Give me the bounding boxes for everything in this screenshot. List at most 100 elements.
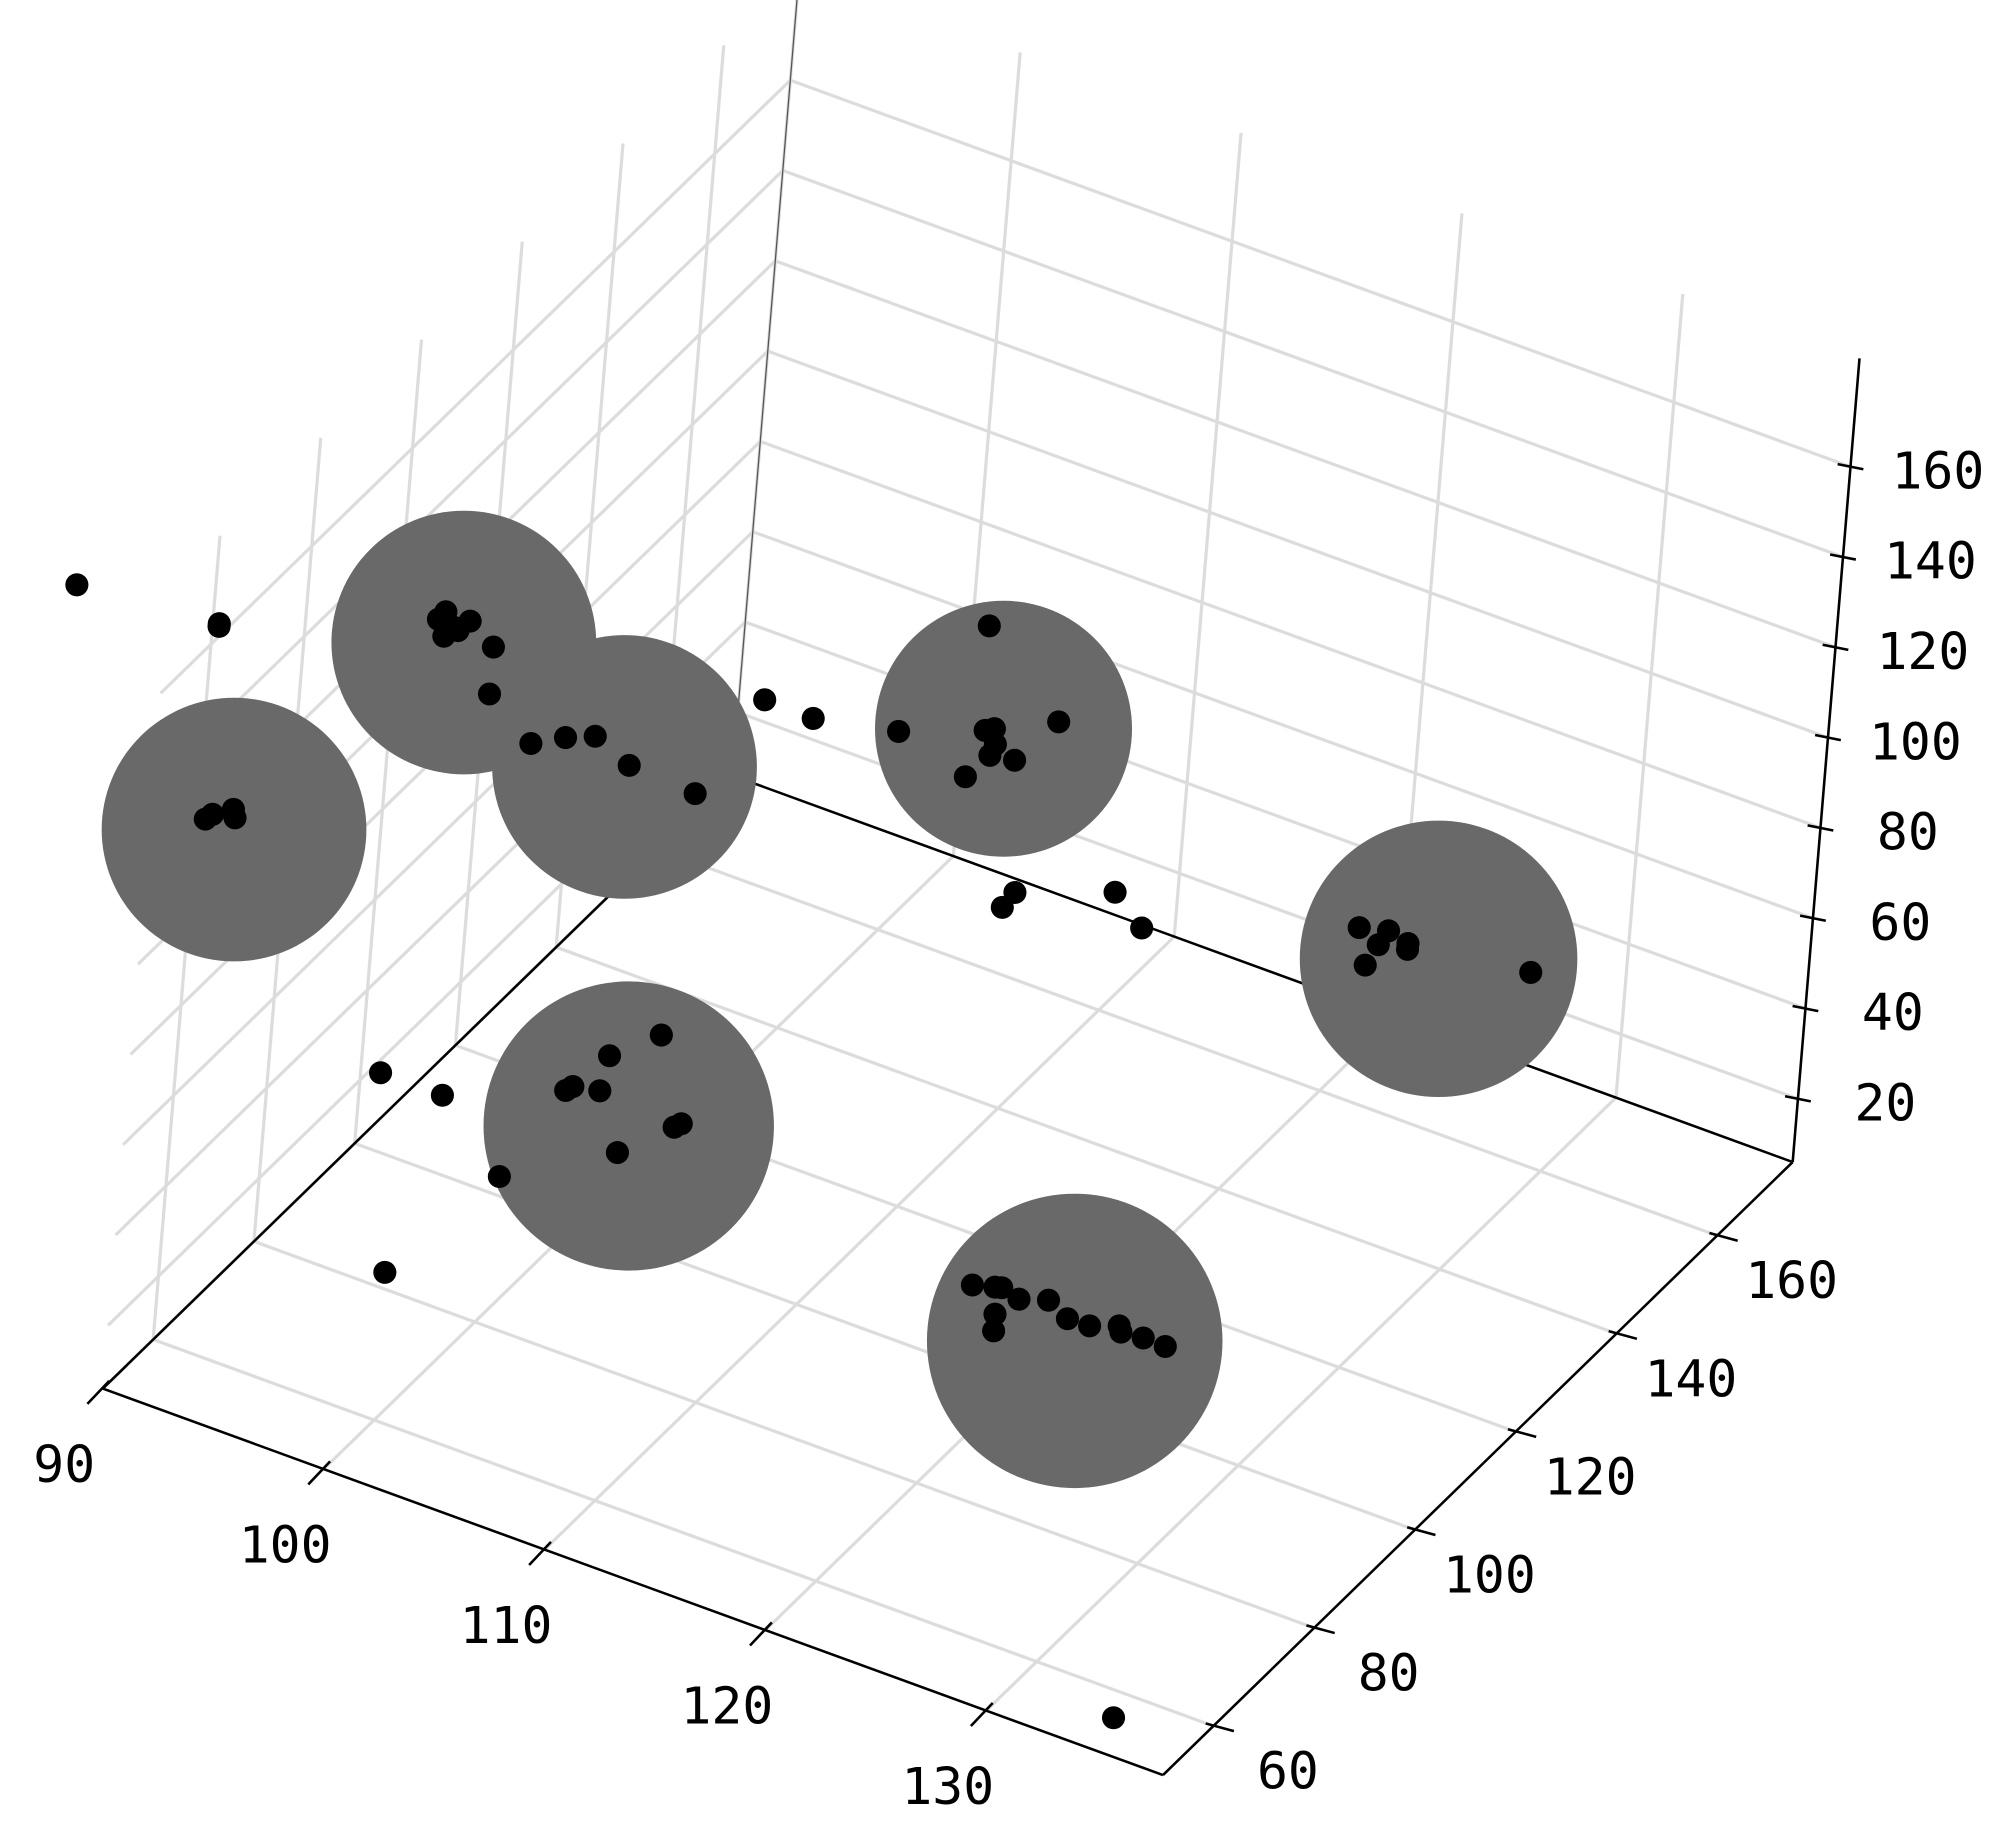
z-tick: [1814, 733, 1842, 742]
y-tick: [1205, 1722, 1235, 1733]
point: [1036, 1288, 1061, 1312]
point: [683, 782, 707, 806]
x-tick: [749, 1621, 773, 1647]
z-tick-label: 80: [1877, 803, 1939, 863]
point: [887, 719, 911, 743]
point: [1366, 933, 1390, 957]
grid-line: [1614, 293, 1685, 1098]
grid-line: [152, 1338, 1214, 1728]
point: [1103, 880, 1127, 904]
point: [1395, 937, 1420, 961]
pane-edge: [732, 774, 1794, 1164]
sphere: [1299, 820, 1578, 1098]
x-tick-label: 90: [33, 1435, 95, 1495]
point: [1153, 1334, 1177, 1358]
x-tick-label: 110: [460, 1596, 553, 1656]
point: [519, 732, 543, 756]
point: [1055, 1307, 1080, 1331]
y-tick: [1306, 1624, 1336, 1635]
y-tick-label: 140: [1644, 1349, 1737, 1409]
z-tick: [1799, 914, 1827, 923]
z-tick: [1784, 1095, 1812, 1103]
x-tick-label: 130: [901, 1757, 994, 1817]
point: [1353, 953, 1377, 977]
point: [649, 1023, 673, 1047]
point: [983, 1302, 1007, 1326]
point: [990, 1276, 1014, 1300]
grid-line: [782, 169, 1844, 559]
y-tick: [1608, 1329, 1638, 1341]
y-axis: [1162, 1161, 1794, 1776]
point: [207, 614, 231, 638]
x-tick: [86, 1380, 111, 1405]
point: [953, 765, 977, 789]
point: [1131, 1326, 1155, 1350]
grid-line: [1172, 132, 1243, 937]
y-tick-label: 100: [1443, 1546, 1536, 1606]
point: [65, 573, 89, 597]
z-tick-label: 120: [1876, 622, 1969, 682]
point: [1007, 1287, 1031, 1311]
z-tick-label: 60: [1869, 893, 1931, 953]
x-tick-label: 100: [239, 1515, 332, 1575]
z-tick: [1822, 643, 1849, 652]
z-tick: [1792, 1004, 1819, 1013]
point: [597, 1044, 622, 1068]
z-tick: [1829, 553, 1857, 561]
z-tick-label: 20: [1854, 1074, 1916, 1134]
grid-line: [759, 439, 1822, 830]
point: [801, 706, 825, 730]
sphere: [101, 697, 367, 962]
point: [368, 1061, 393, 1085]
point: [373, 1260, 397, 1284]
grid-line: [752, 530, 1814, 920]
point: [982, 1319, 1006, 1343]
z-tick-label: 40: [1862, 983, 1924, 1043]
grid-line: [555, 945, 1617, 1336]
y-tick-label: 120: [1544, 1447, 1637, 1507]
grid-line: [985, 1096, 1618, 1712]
z-tick-label: 160: [1891, 441, 1984, 501]
x-tick: [307, 1460, 332, 1486]
grid-line: [543, 935, 1176, 1551]
point: [200, 802, 225, 826]
point: [1347, 916, 1371, 940]
y-tick-label: 60: [1257, 1742, 1319, 1802]
point: [223, 806, 247, 830]
point: [1109, 1320, 1133, 1344]
pane-edge: [731, 0, 798, 776]
z-tick: [1837, 462, 1864, 471]
point: [446, 619, 470, 643]
point: [1519, 960, 1543, 984]
point: [1078, 1314, 1102, 1338]
grid-line: [767, 349, 1829, 740]
z-tick: [1807, 824, 1834, 832]
point: [487, 1165, 511, 1189]
sphere: [926, 1193, 1223, 1489]
grid-line: [121, 530, 754, 1146]
point: [554, 1078, 578, 1102]
y-tick-label: 80: [1358, 1644, 1420, 1704]
z-tick-label: 140: [1884, 532, 1977, 592]
point: [588, 1079, 612, 1103]
grid-line: [151, 169, 784, 785]
grid-line: [159, 79, 792, 695]
x-tick-label: 120: [680, 1677, 773, 1737]
point: [605, 1141, 629, 1165]
grid-line: [656, 847, 1718, 1238]
y-tick-label: 160: [1745, 1251, 1838, 1311]
point: [430, 1083, 454, 1107]
point: [669, 1112, 693, 1136]
point: [477, 682, 502, 706]
point: [553, 726, 578, 750]
x-tick: [969, 1702, 994, 1727]
y-tick: [1507, 1427, 1537, 1439]
point: [1130, 916, 1154, 940]
point: [617, 753, 641, 777]
y-tick: [1709, 1231, 1739, 1242]
sphere: [483, 981, 774, 1271]
z-tick-label: 100: [1869, 712, 1962, 772]
point: [753, 688, 777, 712]
point: [1002, 748, 1027, 772]
point: [990, 895, 1014, 919]
